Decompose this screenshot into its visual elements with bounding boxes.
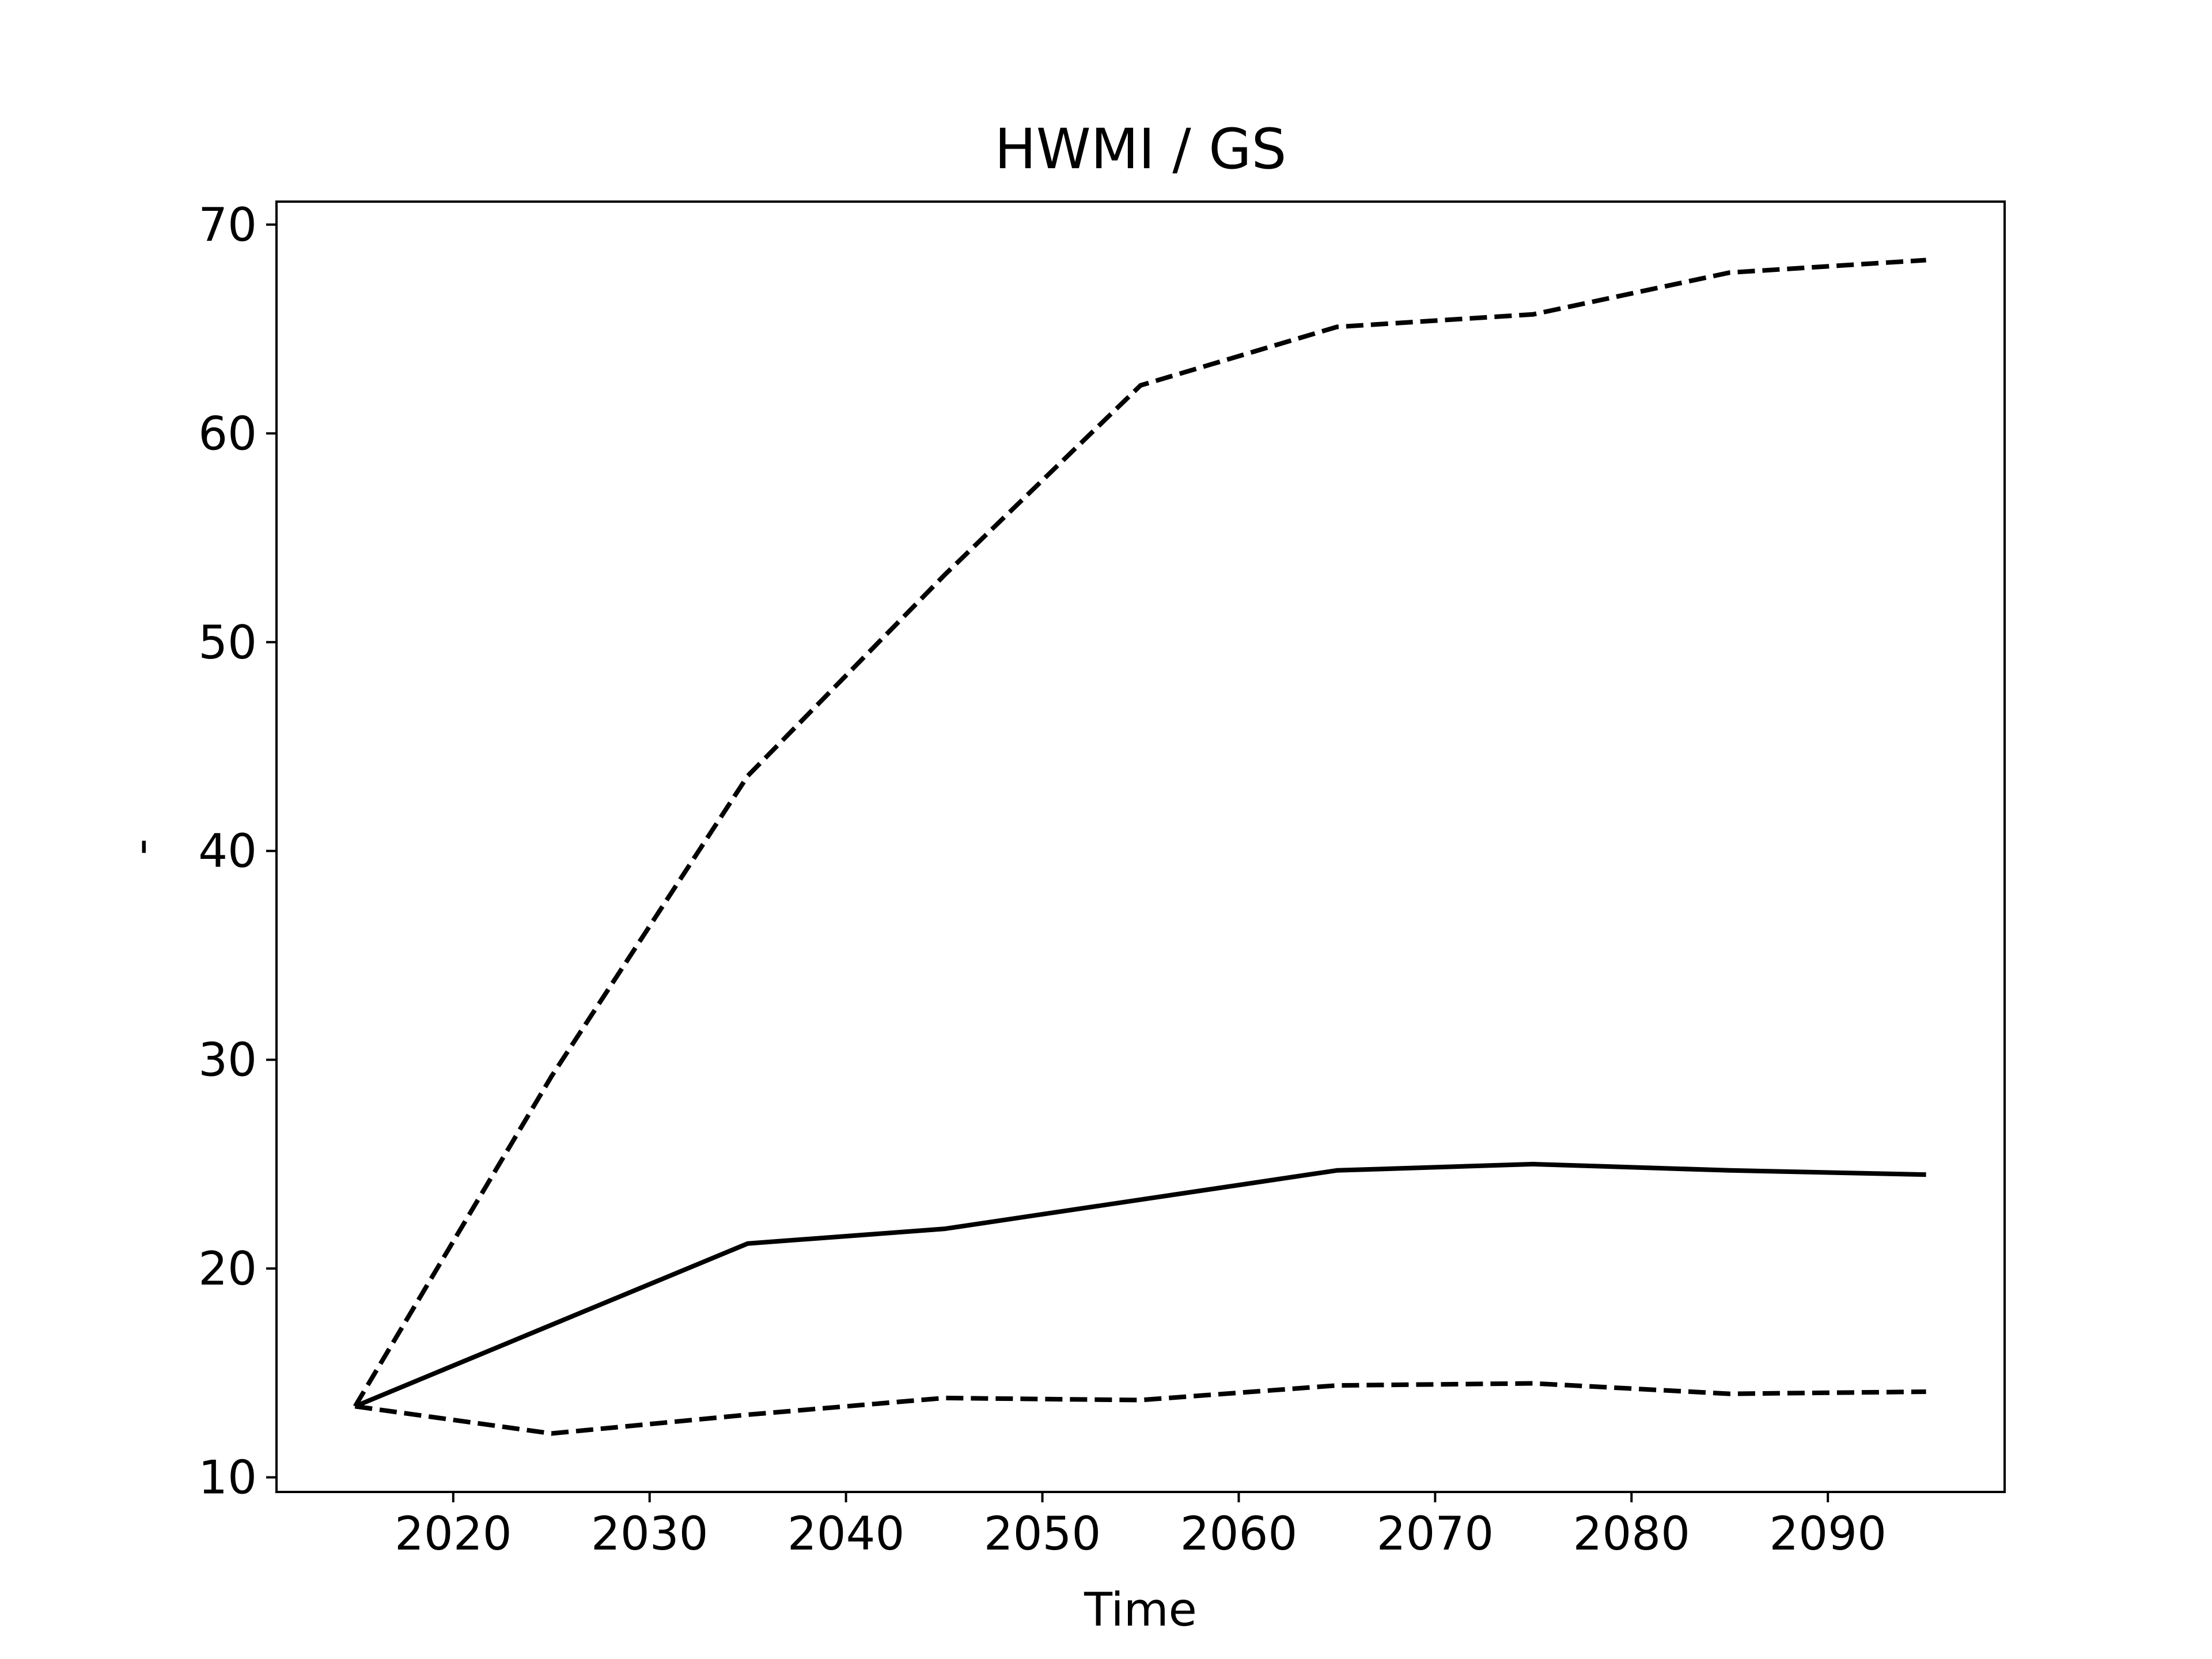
x-tick-label: 2050 (984, 1507, 1101, 1560)
x-tick-label: 2020 (395, 1507, 512, 1560)
x-tick-label: 2070 (1377, 1507, 1494, 1560)
y-tick-label: 20 (198, 1242, 257, 1296)
x-axis-label: Time (1084, 1583, 1197, 1637)
y-axis-label: - (114, 839, 168, 855)
plot-frame (275, 200, 2006, 1493)
y-axis-ticks: 10 20 30 40 50 60 70 (198, 198, 276, 1505)
series-line-2 (353, 257, 1926, 1408)
y-tick-label: 50 (198, 616, 257, 669)
y-tick-label: 40 (198, 824, 257, 878)
y-tick-label: 10 (198, 1451, 257, 1505)
chart-title: HWMI / GS (995, 117, 1287, 181)
x-axis-ticks: 2020 2030 2040 2050 2060 2070 2080 2090 (395, 1492, 1887, 1560)
x-tick-label: 2030 (591, 1507, 709, 1560)
x-tick-label: 2040 (787, 1507, 905, 1560)
x-tick-label: 2080 (1573, 1507, 1690, 1560)
series-layer (353, 257, 1926, 1436)
series-line-1 (354, 1161, 1926, 1409)
y-tick-label: 70 (198, 198, 257, 252)
y-tick-label: 30 (198, 1033, 257, 1087)
y-tick-label: 60 (198, 407, 257, 460)
x-tick-label: 2060 (1180, 1507, 1298, 1560)
x-tick-label: 2090 (1769, 1507, 1887, 1560)
series-line-3 (354, 1381, 1926, 1436)
